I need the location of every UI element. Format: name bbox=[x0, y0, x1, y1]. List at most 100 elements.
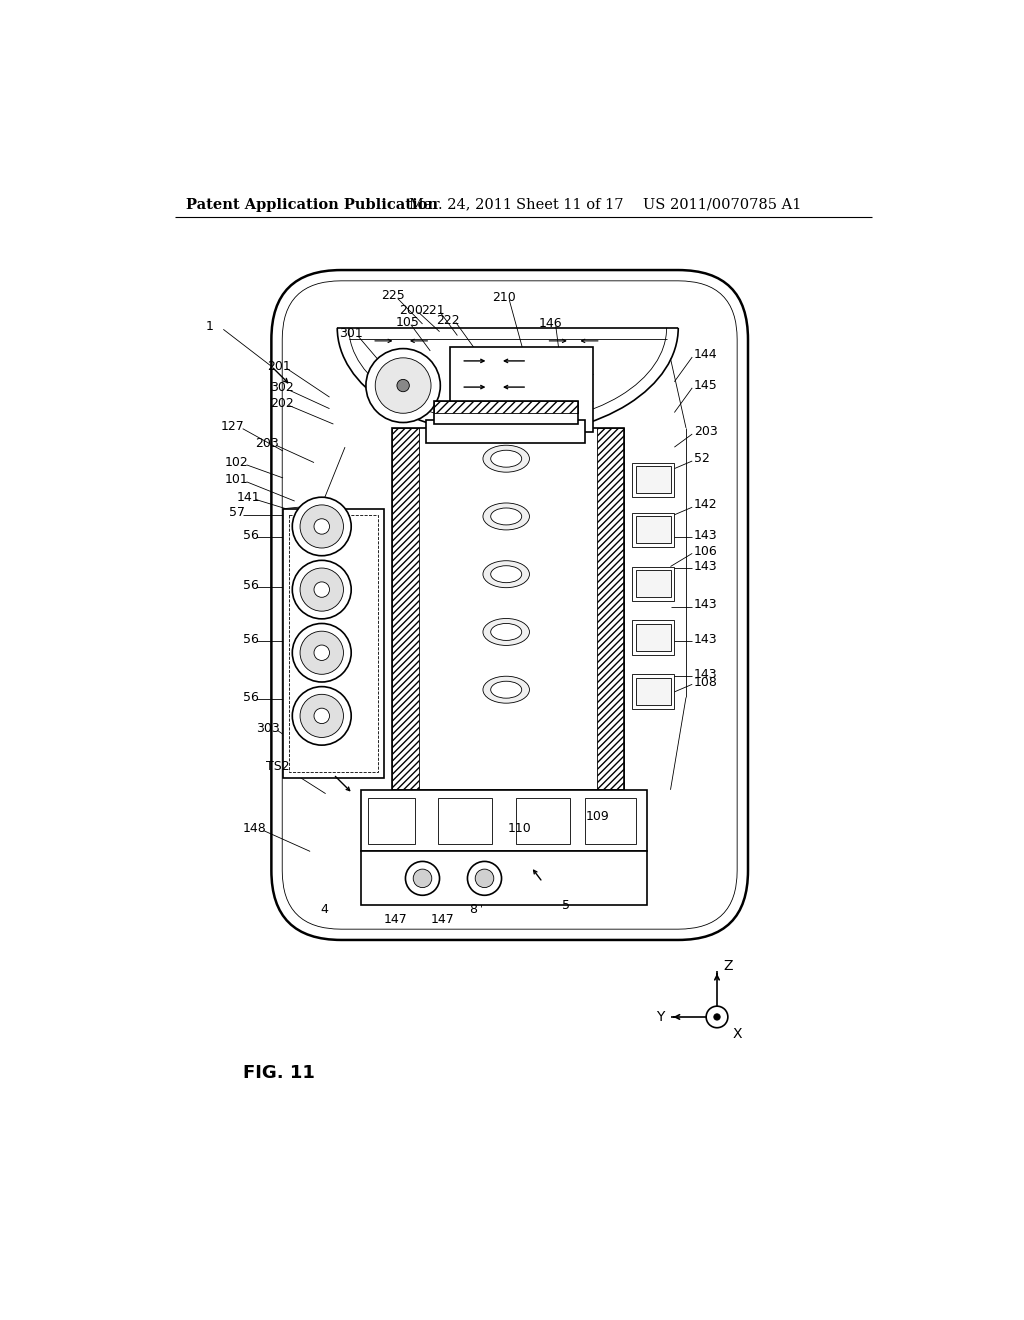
Bar bbox=[289, 515, 378, 772]
Circle shape bbox=[300, 568, 343, 611]
Circle shape bbox=[467, 862, 502, 895]
Circle shape bbox=[314, 708, 330, 723]
Circle shape bbox=[314, 582, 330, 597]
Bar bbox=[360, 789, 647, 851]
Ellipse shape bbox=[483, 619, 529, 645]
Text: 143: 143 bbox=[693, 598, 718, 611]
FancyBboxPatch shape bbox=[271, 271, 748, 940]
Bar bbox=[586, 797, 636, 843]
Text: 1: 1 bbox=[206, 319, 213, 333]
Circle shape bbox=[300, 694, 343, 738]
Text: 102: 102 bbox=[225, 455, 249, 469]
Text: 110: 110 bbox=[508, 822, 531, 834]
Ellipse shape bbox=[483, 445, 529, 473]
Text: 143: 143 bbox=[693, 529, 718, 543]
Text: Patent Application Publication: Patent Application Publication bbox=[186, 198, 438, 211]
Text: 145: 145 bbox=[693, 379, 718, 392]
Bar bbox=[369, 797, 415, 843]
Bar bbox=[426, 420, 586, 444]
Bar bbox=[636, 678, 671, 705]
Circle shape bbox=[292, 686, 351, 744]
Ellipse shape bbox=[490, 623, 521, 640]
Text: 127: 127 bbox=[221, 420, 245, 433]
Text: 106: 106 bbox=[693, 545, 718, 557]
Text: 143: 143 bbox=[693, 560, 718, 573]
Text: 148: 148 bbox=[243, 822, 266, 834]
Text: Mar. 24, 2011: Mar. 24, 2011 bbox=[410, 198, 512, 211]
Circle shape bbox=[366, 348, 440, 422]
Text: Y: Y bbox=[656, 1010, 665, 1024]
Circle shape bbox=[475, 869, 494, 887]
Bar bbox=[515, 797, 569, 843]
Text: X: X bbox=[732, 1027, 742, 1041]
Text: 108: 108 bbox=[693, 676, 718, 689]
Text: 210: 210 bbox=[493, 290, 516, 304]
Ellipse shape bbox=[483, 561, 529, 587]
Bar bbox=[632, 675, 675, 709]
Bar bbox=[434, 401, 578, 424]
Bar bbox=[450, 347, 593, 432]
Bar bbox=[632, 462, 675, 498]
Bar bbox=[636, 516, 671, 544]
Text: Z: Z bbox=[723, 960, 733, 973]
Text: 56: 56 bbox=[243, 634, 259, 647]
Text: 8: 8 bbox=[469, 903, 477, 916]
Text: 302: 302 bbox=[270, 381, 294, 395]
Circle shape bbox=[292, 623, 351, 682]
Text: 141: 141 bbox=[237, 491, 260, 504]
Text: 200: 200 bbox=[399, 304, 423, 317]
Text: Sheet 11 of 17: Sheet 11 of 17 bbox=[515, 198, 623, 211]
Text: 203: 203 bbox=[255, 437, 279, 450]
Text: 143: 143 bbox=[693, 634, 718, 647]
Text: 101: 101 bbox=[225, 473, 249, 486]
Text: 143: 143 bbox=[693, 668, 718, 681]
Text: 147: 147 bbox=[384, 912, 408, 925]
Bar bbox=[391, 428, 624, 789]
Text: FIG. 11: FIG. 11 bbox=[243, 1064, 314, 1082]
Bar bbox=[632, 620, 675, 655]
Bar bbox=[438, 797, 493, 843]
Text: TS2: TS2 bbox=[266, 760, 290, 774]
Circle shape bbox=[397, 379, 410, 392]
Ellipse shape bbox=[490, 681, 521, 698]
Bar bbox=[391, 428, 419, 789]
Circle shape bbox=[300, 631, 343, 675]
Bar bbox=[636, 466, 671, 494]
Circle shape bbox=[314, 645, 330, 660]
Ellipse shape bbox=[490, 566, 521, 582]
Bar bbox=[636, 570, 671, 597]
Bar bbox=[597, 428, 624, 789]
Text: 221: 221 bbox=[421, 304, 444, 317]
Bar bbox=[360, 851, 647, 906]
Bar bbox=[434, 401, 578, 412]
Text: 201: 201 bbox=[267, 360, 291, 372]
Text: 105: 105 bbox=[395, 315, 419, 329]
Bar bbox=[283, 508, 384, 779]
Circle shape bbox=[414, 869, 432, 887]
Circle shape bbox=[292, 498, 351, 556]
Text: 225: 225 bbox=[381, 289, 404, 302]
Text: 56: 56 bbox=[243, 579, 259, 593]
Text: 222: 222 bbox=[436, 314, 460, 326]
Ellipse shape bbox=[483, 503, 529, 529]
Text: 56: 56 bbox=[243, 690, 259, 704]
Text: 144: 144 bbox=[693, 348, 718, 362]
Ellipse shape bbox=[483, 676, 529, 704]
Text: 5: 5 bbox=[562, 899, 570, 912]
Circle shape bbox=[375, 358, 431, 413]
Circle shape bbox=[406, 862, 439, 895]
Text: 4: 4 bbox=[321, 903, 328, 916]
Circle shape bbox=[707, 1006, 728, 1028]
Text: 146: 146 bbox=[539, 317, 562, 330]
Text: 52: 52 bbox=[693, 453, 710, 465]
Bar bbox=[632, 566, 675, 601]
Text: 109: 109 bbox=[586, 810, 609, 824]
Text: 142: 142 bbox=[693, 499, 718, 511]
Text: 301: 301 bbox=[339, 327, 362, 341]
Circle shape bbox=[292, 560, 351, 619]
Text: 56: 56 bbox=[243, 529, 259, 543]
Circle shape bbox=[714, 1014, 720, 1020]
Text: US 2011/0070785 A1: US 2011/0070785 A1 bbox=[643, 198, 802, 211]
Ellipse shape bbox=[490, 450, 521, 467]
Text: 57: 57 bbox=[228, 506, 245, 519]
